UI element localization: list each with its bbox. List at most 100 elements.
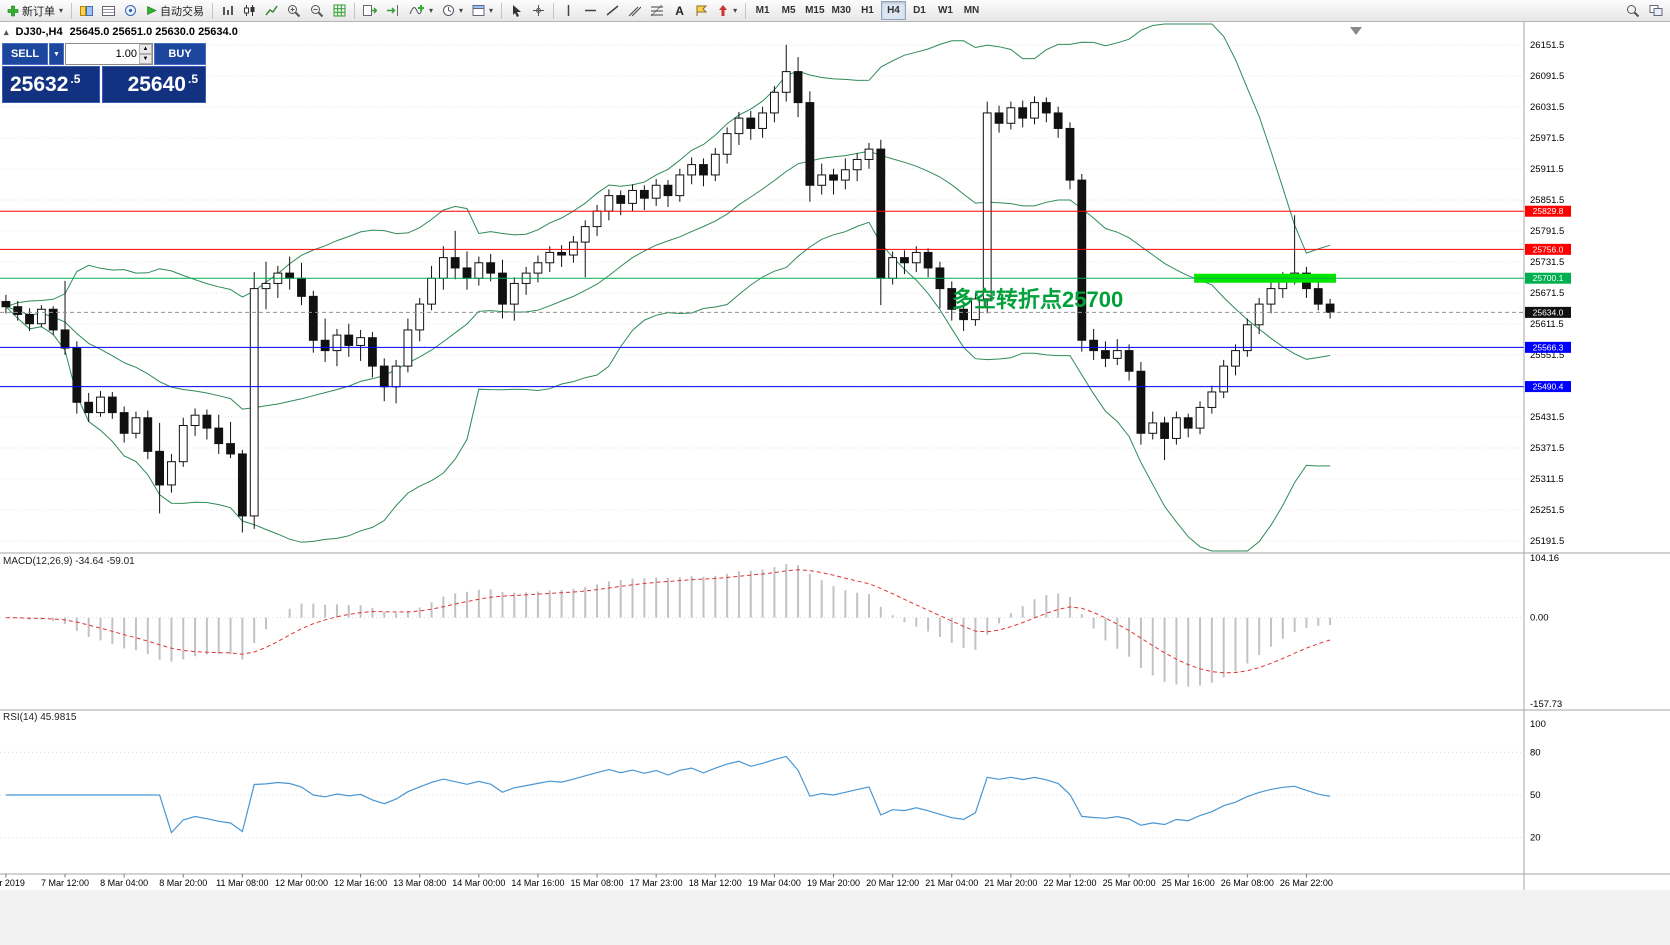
price-axis-label: 26151.5 bbox=[1530, 40, 1564, 51]
price-axis-label: 25431.5 bbox=[1530, 412, 1564, 423]
zoom-out-button[interactable] bbox=[306, 1, 328, 20]
price-badge bbox=[1525, 381, 1571, 393]
shift-marker[interactable] bbox=[1350, 27, 1362, 35]
search-button[interactable] bbox=[1622, 1, 1644, 20]
price-badge bbox=[1525, 205, 1571, 217]
periods-button[interactable]: ▾ bbox=[438, 1, 467, 20]
volume-dropdown-button[interactable]: ▼ bbox=[49, 43, 64, 65]
volume-up-button[interactable]: ▲ bbox=[139, 44, 152, 54]
zoom-in-button[interactable] bbox=[283, 1, 305, 20]
chart-ohlc-values: 25645.0 25651.0 25630.0 25634.0 bbox=[69, 26, 238, 38]
candlestick-chart-button[interactable] bbox=[239, 1, 260, 20]
market-watch-button[interactable] bbox=[76, 1, 97, 20]
sell-price[interactable]: 25632.5 bbox=[2, 66, 100, 103]
crosshair-icon bbox=[533, 5, 545, 16]
vertical-line-button[interactable] bbox=[558, 1, 579, 20]
sell-button[interactable]: SELL bbox=[2, 43, 48, 65]
panels-button[interactable] bbox=[1645, 1, 1667, 20]
toolbar-separator bbox=[553, 2, 555, 19]
time-axis-label: 12 Mar 00:00 bbox=[275, 878, 328, 888]
timeframe-M30[interactable]: M30 bbox=[829, 1, 854, 20]
timeframe-H1[interactable]: H1 bbox=[855, 1, 880, 20]
time-axis-label: 17 Mar 23:00 bbox=[630, 878, 683, 888]
bar-chart-button[interactable] bbox=[217, 1, 238, 20]
chevron-down-icon: ▾ bbox=[459, 6, 464, 15]
crosshair-button[interactable] bbox=[528, 1, 549, 20]
time-axis-label: 12 Mar 16:00 bbox=[334, 878, 387, 888]
candlestick-chart-icon bbox=[244, 5, 255, 16]
macd-axis-label: 104.16 bbox=[1530, 553, 1559, 564]
price-badge bbox=[1525, 243, 1571, 255]
buy-price[interactable]: 25640.5 bbox=[101, 66, 206, 103]
time-axis-label: 21 Mar 04:00 bbox=[925, 878, 978, 888]
price-axis-label: 25371.5 bbox=[1530, 443, 1564, 454]
fibonacci-button[interactable] bbox=[646, 1, 668, 20]
chevron-down-icon: ▾ bbox=[59, 6, 64, 15]
timeframe-D1[interactable]: D1 bbox=[907, 1, 932, 20]
text-icon: A bbox=[675, 3, 684, 18]
line-chart-icon bbox=[265, 5, 278, 16]
indicator-panes bbox=[0, 564, 1524, 839]
timeframe-MN[interactable]: MN bbox=[959, 1, 984, 20]
buy-button[interactable]: BUY bbox=[154, 43, 206, 65]
chevron-down-icon: ▾ bbox=[429, 6, 434, 15]
arrows-button[interactable]: ▾ bbox=[713, 1, 741, 20]
play-icon bbox=[147, 6, 157, 15]
annotation-text[interactable]: 多空转折点25700 bbox=[952, 287, 1123, 312]
fibonacci-icon bbox=[650, 4, 664, 17]
cursor-button[interactable] bbox=[506, 1, 527, 20]
panels-icon bbox=[1649, 5, 1663, 16]
new-order-button[interactable]: 新订单 ▾ bbox=[3, 1, 67, 20]
navigator-icon bbox=[125, 5, 137, 16]
new-order-label: 新订单 bbox=[22, 5, 55, 18]
bollinger-middle bbox=[5, 150, 1331, 410]
data-window-button[interactable] bbox=[98, 1, 119, 20]
timeframe-M5[interactable]: M5 bbox=[776, 1, 801, 20]
indicators-button[interactable]: ▾ bbox=[405, 1, 437, 20]
chart-area[interactable]: 多空转折点25700 26151.5 26091.5 26031.5 25971.5 25… bbox=[0, 0, 1670, 890]
line-chart-button[interactable] bbox=[261, 1, 282, 20]
time-axis-label: 15 Mar 08:00 bbox=[571, 878, 624, 888]
data-window-icon bbox=[102, 5, 116, 16]
rsi-line bbox=[5, 755, 1331, 834]
toolbar-separator bbox=[354, 2, 356, 19]
auto-trading-button[interactable]: 自动交易 bbox=[142, 1, 208, 20]
time-axis-label: 11 Mar 08:00 bbox=[216, 878, 268, 888]
text-button[interactable]: A bbox=[669, 1, 690, 20]
price-axis-label: 25671.5 bbox=[1530, 288, 1564, 299]
timeframe-group: M1 M5 M15 M30 H1 H4 D1 W1 MN bbox=[750, 1, 984, 20]
channel-button[interactable] bbox=[624, 1, 645, 20]
templates-icon bbox=[472, 5, 485, 16]
time-axis-label: 8 Mar 04:00 bbox=[100, 878, 148, 888]
svg-text:25756.0: 25756.0 bbox=[1533, 244, 1564, 254]
navigator-button[interactable] bbox=[120, 1, 141, 20]
auto-scroll-button[interactable] bbox=[359, 1, 381, 20]
time-axis-label: Mar 2019 bbox=[0, 878, 25, 888]
toolbar: 新订单 ▾ 自动交易 ▾ ▾ ▾ A ▾ M1 M5 M15 M30 H1 H4 D1 W1 M… bbox=[0, 0, 1670, 22]
zoom-out-icon bbox=[311, 4, 324, 17]
grid-toggle-button[interactable] bbox=[329, 1, 350, 20]
horizontal-levels: 多空转折点25700 bbox=[0, 210, 1524, 388]
timeframe-M1[interactable]: M1 bbox=[750, 1, 775, 20]
chart-shift-button[interactable] bbox=[382, 1, 404, 20]
timeframe-M15[interactable]: M15 bbox=[802, 1, 827, 20]
volume-input[interactable] bbox=[66, 44, 139, 64]
rsi-label: RSI(14) 45.9815 bbox=[3, 712, 76, 723]
trendline-button[interactable] bbox=[602, 1, 623, 20]
svg-text:25634.0: 25634.0 bbox=[1533, 307, 1564, 317]
horizontal-line-button[interactable] bbox=[580, 1, 601, 20]
arrow-object-icon bbox=[719, 5, 728, 16]
volume-down-button[interactable]: ▼ bbox=[139, 54, 152, 64]
trendline-icon bbox=[606, 5, 619, 16]
templates-button[interactable]: ▾ bbox=[468, 1, 497, 20]
timeframe-W1[interactable]: W1 bbox=[933, 1, 958, 20]
bollinger-upper bbox=[5, 23, 1331, 308]
time-axis-label: 14 Mar 00:00 bbox=[452, 878, 505, 888]
buy-price-frac: .5 bbox=[187, 71, 198, 86]
bar-chart-icon bbox=[223, 6, 234, 15]
macd-label: MACD(12,26,9) -34.64 -59.01 bbox=[3, 556, 135, 567]
search-icon bbox=[1627, 4, 1640, 17]
text-label-button[interactable] bbox=[691, 1, 712, 20]
timeframe-H4[interactable]: H4 bbox=[880, 1, 906, 20]
one-click-collapse-arrow[interactable]: ▴ bbox=[4, 27, 9, 37]
